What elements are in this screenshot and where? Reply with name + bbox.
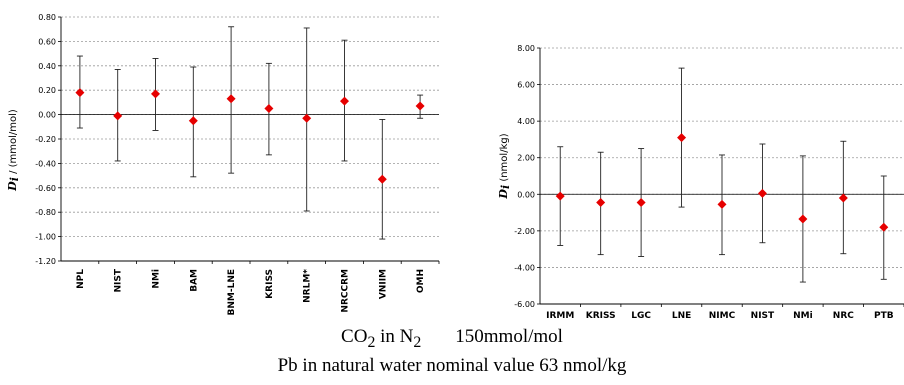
y-tick-label: 4.00 bbox=[517, 117, 535, 126]
y-tick-label: 0.00 bbox=[38, 111, 56, 120]
data-point-nrc bbox=[838, 193, 848, 203]
y-tick-label: -0.20 bbox=[35, 135, 56, 144]
category-label: NMi bbox=[152, 269, 162, 289]
y-axis-symbol: D bbox=[6, 181, 19, 192]
y-tick-label: -0.40 bbox=[35, 159, 56, 168]
category-label: NPL bbox=[76, 269, 86, 289]
category-label: OMH bbox=[416, 269, 426, 293]
category-label: NIST bbox=[751, 311, 775, 321]
category-label: IRMM bbox=[546, 311, 574, 321]
y-axis-unit: (nmol/kg) bbox=[499, 133, 510, 185]
svg-text:Di / (mmol/mol): Di / (mmol/mol) bbox=[6, 109, 21, 192]
y-tick-label: 6.00 bbox=[517, 81, 535, 90]
data-point-bam bbox=[188, 116, 198, 126]
y-tick-label: -2.00 bbox=[514, 227, 535, 236]
y-axis-unit: / (mmol/mol) bbox=[8, 109, 19, 177]
category-label: NRCCRM bbox=[341, 269, 351, 313]
category-label: NRLM* bbox=[303, 269, 313, 303]
data-point-nist bbox=[113, 111, 123, 121]
data-point-nrlm* bbox=[302, 113, 312, 123]
data-point-lgc bbox=[636, 198, 646, 208]
y-tick-label: -0.60 bbox=[35, 184, 56, 193]
y-axis-subscript: i bbox=[8, 177, 21, 181]
y-tick-label: 0.60 bbox=[38, 37, 56, 46]
y-tick-label: 0.20 bbox=[38, 86, 56, 95]
caption-gas: CO bbox=[341, 326, 368, 347]
category-label: BAM bbox=[189, 269, 199, 292]
y-tick-label: -1.20 bbox=[35, 257, 56, 266]
data-point-omh bbox=[415, 101, 425, 111]
data-point-kriss bbox=[596, 198, 606, 208]
data-point-lne bbox=[677, 133, 687, 143]
y-tick-label: 0.00 bbox=[517, 190, 535, 199]
y-axis-title: Di (nmol/kg) bbox=[497, 133, 512, 199]
caption-matrix-subscript: 2 bbox=[413, 333, 422, 351]
category-label: NMi bbox=[793, 311, 813, 321]
category-label: NRC bbox=[833, 311, 854, 321]
caption-gas-subscript: 2 bbox=[367, 333, 376, 351]
data-point-nrccrm bbox=[340, 96, 349, 106]
y-tick-label: 8.00 bbox=[517, 44, 535, 53]
category-label: KRISS bbox=[265, 269, 275, 299]
y-tick-label: -4.00 bbox=[514, 263, 535, 272]
y-axis-symbol: D bbox=[497, 189, 510, 200]
caption-matrix: in N bbox=[375, 326, 414, 347]
y-tick-label: 2.00 bbox=[517, 154, 535, 163]
y-tick-label: -1.00 bbox=[35, 233, 56, 242]
category-label: LGC bbox=[631, 311, 651, 321]
category-label: PTB bbox=[874, 311, 894, 321]
right-errorbar-chart: Di (nmol/kg) -6.00 -4.00 -2.00 0.00 2.00 4.00… bbox=[497, 44, 904, 321]
data-point-nmi bbox=[798, 214, 808, 224]
category-label: BNM-LNE bbox=[227, 269, 237, 316]
caption-line-2: Pb in natural water nominal value 63 nmo… bbox=[277, 355, 627, 376]
data-point-nmi bbox=[151, 89, 160, 99]
data-point-ptb bbox=[879, 222, 889, 232]
y-tick-label: 0.40 bbox=[38, 62, 56, 71]
y-axis-title: Di / (mmol/mol) bbox=[6, 109, 21, 192]
data-point-nist bbox=[757, 188, 767, 198]
y-axis-subscript: i bbox=[499, 185, 512, 189]
caption-value: 150mmol/mol bbox=[455, 326, 563, 347]
data-point-irmm bbox=[555, 191, 565, 201]
category-label: KRISS bbox=[586, 311, 616, 321]
data-point-vniim bbox=[377, 174, 387, 184]
category-label: NIMC bbox=[709, 311, 736, 321]
left-errorbar-chart: Di / (mmol/mol) -1.20 -1.00 -0.80 -0.60 -0.4… bbox=[6, 13, 440, 316]
data-point-nimc bbox=[717, 199, 727, 209]
data-point-kriss bbox=[264, 104, 274, 113]
data-point-bnm-lne bbox=[226, 94, 236, 104]
caption-line-1: CO2 in N2 150mmol/mol bbox=[0, 326, 904, 352]
y-tick-label: -0.80 bbox=[35, 208, 56, 217]
y-tick-label: -6.00 bbox=[514, 300, 535, 309]
category-label: NIST bbox=[114, 268, 124, 292]
data-point-npl bbox=[75, 88, 85, 98]
y-tick-label: 0.80 bbox=[38, 13, 56, 22]
svg-text:Di (nmol/kg): Di (nmol/kg) bbox=[497, 133, 512, 199]
category-label: LNE bbox=[672, 311, 691, 321]
category-label: VNIIM bbox=[378, 269, 388, 299]
